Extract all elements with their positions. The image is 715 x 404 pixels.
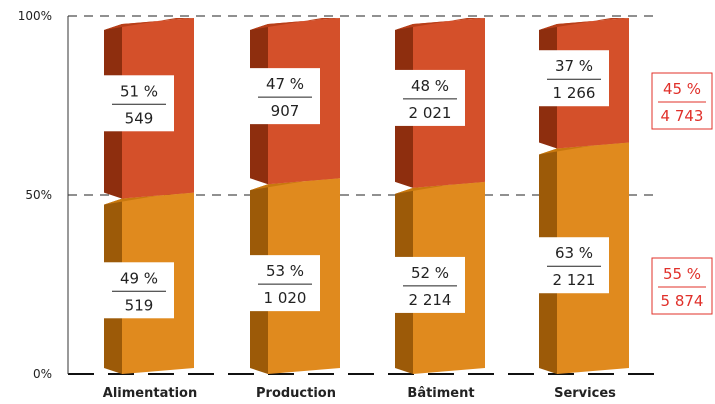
segment-count-label: 2 021 [409,104,452,122]
segment-percent-label: 63 % [555,244,593,262]
total-box [651,257,713,315]
bar-top-face [539,18,629,30]
total-box [651,72,713,130]
segment-count-label: 1 266 [553,84,596,102]
x-category-label: Alimentation [103,386,197,401]
total-count-label: 4 743 [661,107,704,125]
total-percent-label: 55 % [663,265,701,283]
x-category-label: Bâtiment [407,386,474,401]
totals: 55 % 5 874 45 % 4 743 [651,72,713,315]
segment-percent-label: 47 % [266,75,304,93]
segment-count-label: 1 020 [264,289,307,307]
bar-top-face [395,18,485,30]
y-tick-label: 50% [25,188,52,202]
total-percent-label: 45 % [663,80,701,98]
bar-top-face [104,18,194,30]
bar-top-face [250,18,340,30]
x-category-label: Services [554,386,616,401]
segment-count-label: 2 121 [553,271,596,289]
label-box [539,50,609,107]
x-category-label: Production [256,386,336,401]
segment-count-label: 519 [125,296,154,314]
segment-count-label: 2 214 [409,291,452,309]
label-box [395,256,465,313]
label-box [250,68,320,125]
segment-percent-label: 53 % [266,262,304,280]
label-box [104,262,174,319]
segment-percent-label: 37 % [555,57,593,75]
segment-count-label: 907 [271,102,300,120]
x-axis: Alimentation Production Bâtiment Services [103,386,616,401]
label-box [395,69,465,126]
segment-percent-label: 51 % [120,82,158,100]
segment-count-label: 549 [125,109,154,127]
label-box [104,75,174,132]
label-box [539,237,609,294]
segment-percent-label: 49 % [120,269,158,287]
segment-percent-label: 52 % [411,264,449,282]
total-count-label: 5 874 [661,292,704,310]
segment-labels: 49 % 519 51 % 549 53 % 1 020 47 % 907 52 % 2 214 4… [104,50,609,319]
segment-percent-label: 48 % [411,77,449,95]
label-box [250,255,320,312]
y-axis: 0% 50% 100% [18,9,69,381]
y-tick-label: 100% [18,9,52,23]
y-tick-label: 0% [33,367,52,381]
